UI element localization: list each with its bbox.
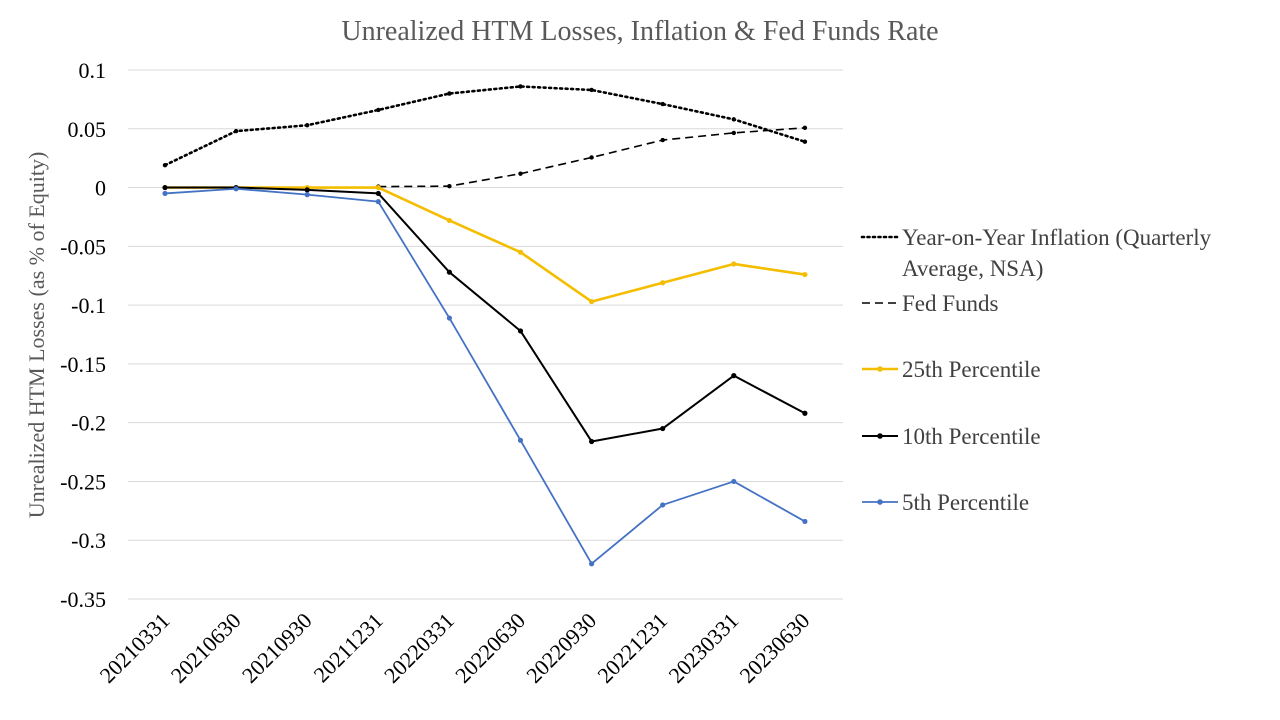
data-point (731, 117, 736, 122)
data-point (731, 478, 737, 485)
data-point (802, 518, 808, 525)
data-point (660, 137, 665, 143)
data-point (660, 425, 666, 432)
legend-label: Fed Funds (902, 291, 999, 316)
legend-label: Year-on-Year Inflation (Quarterly (902, 225, 1212, 250)
x-tick-label: 20220630 (450, 608, 530, 688)
data-point (731, 261, 737, 267)
data-point (731, 373, 737, 379)
x-tick-label: 20220331 (379, 608, 459, 688)
y-tick-label: 0 (95, 176, 106, 201)
x-tick-label: 20211231 (309, 608, 388, 687)
data-point (589, 298, 595, 305)
series-5th-percentile (162, 186, 808, 567)
data-point (802, 125, 808, 131)
data-point (162, 190, 168, 197)
data-point (375, 199, 381, 205)
y-tick-label: -0.25 (60, 469, 106, 494)
data-point (446, 269, 452, 275)
y-tick-label: 0.1 (79, 58, 107, 83)
gridlines (128, 69, 843, 600)
data-point (589, 87, 594, 93)
data-point (375, 184, 381, 191)
x-tick-label: 20230331 (663, 608, 743, 688)
data-point (305, 123, 310, 128)
series-line (165, 186, 806, 303)
data-point (802, 410, 808, 416)
x-tick-label: 20230630 (735, 608, 815, 688)
series-line (164, 187, 806, 565)
data-point (446, 315, 452, 321)
data-point (589, 155, 594, 160)
data-point (802, 271, 808, 278)
x-tick-label: 20210331 (95, 608, 175, 688)
data-point (447, 183, 452, 189)
chart-title: Unrealized HTM Losses, Inflation & Fed F… (341, 16, 938, 47)
y-axis-ticks: 0.1 0.05 0 -0.05 -0.1 -0.15 -0.2 -0.25 -0.3 -0.35 (60, 58, 106, 612)
data-point (517, 437, 524, 443)
data-point (162, 163, 168, 168)
y-tick-label: -0.1 (71, 293, 106, 318)
legend-marker (877, 366, 883, 372)
y-tick-label: -0.35 (60, 587, 106, 612)
y-axis-label: Unrealized HTM Losses (as % of Equity) (24, 152, 49, 519)
data-point (517, 249, 524, 255)
series-lines (162, 84, 808, 567)
data-point (589, 561, 595, 567)
data-point (660, 101, 665, 107)
legend: Year-on-Year Inflation (Quarterly Average… (860, 225, 1212, 515)
data-point (446, 217, 452, 224)
data-point (518, 171, 523, 176)
data-point (518, 84, 523, 89)
y-tick-label: 0.05 (68, 117, 107, 142)
data-point (375, 190, 381, 197)
series-line (165, 186, 806, 443)
series-10th-percentile (162, 184, 808, 445)
y-tick-label: -0.2 (71, 411, 106, 436)
data-point (660, 502, 666, 508)
legend-label: 25th Percentile (902, 357, 1041, 382)
data-point (517, 328, 524, 334)
y-tick-label: -0.3 (71, 528, 106, 553)
x-tick-label: 20221231 (592, 608, 672, 688)
data-point (304, 192, 310, 198)
x-axis-ticks: 2021033120210630202109302021123120220331… (95, 608, 815, 688)
legend-marker (877, 499, 883, 505)
series-line (163, 85, 807, 167)
data-point (162, 184, 168, 191)
x-tick-label: 20220930 (521, 608, 601, 688)
y-tick-label: -0.15 (60, 352, 106, 377)
data-point (802, 139, 808, 144)
data-point (447, 91, 452, 96)
data-point (233, 186, 239, 192)
legend-label: 10th Percentile (902, 424, 1041, 449)
legend-label: 5th Percentile (902, 490, 1029, 515)
series-fed-funds (376, 125, 808, 189)
data-point (233, 128, 239, 134)
series-25th-percentile (162, 184, 808, 305)
data-point (731, 130, 736, 136)
data-point (660, 280, 666, 286)
data-point (304, 187, 310, 193)
data-point (376, 107, 381, 113)
x-tick-label: 20210930 (237, 608, 317, 688)
x-tick-label: 20210630 (166, 608, 246, 688)
y-tick-label: -0.05 (60, 234, 106, 259)
data-point (589, 438, 595, 445)
legend-label: Average, NSA) (902, 256, 1043, 281)
legend-marker (877, 433, 883, 439)
series-year-on-year-inflation-quarterly-average-nsa (162, 84, 808, 168)
